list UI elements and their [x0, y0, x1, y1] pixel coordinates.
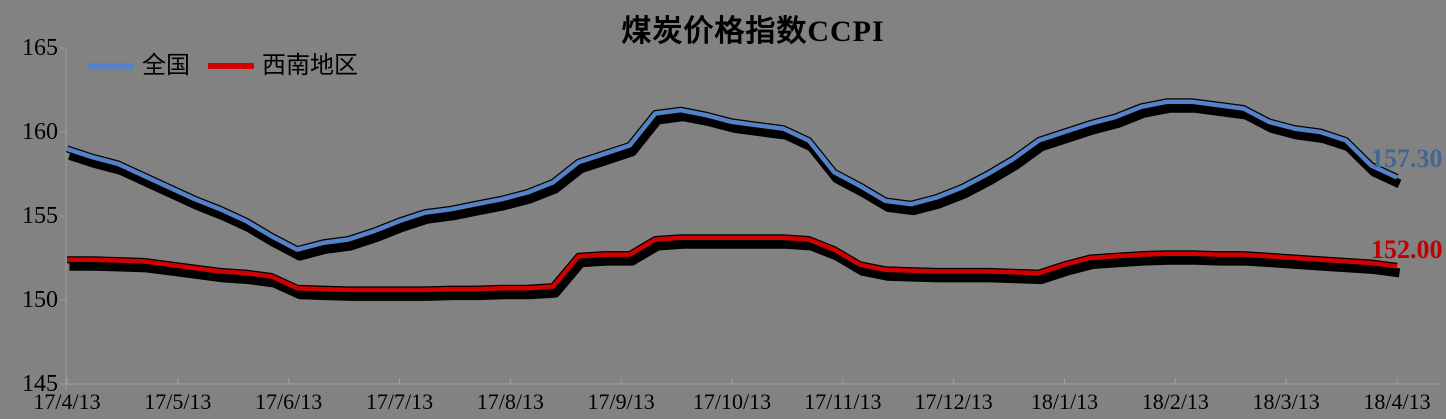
legend-swatch-0	[88, 63, 134, 69]
legend-label-0: 全国	[142, 53, 190, 79]
x-axis-label-0: 17/4/13	[33, 389, 101, 414]
x-axis-label-1: 17/5/13	[144, 389, 212, 414]
legend: 全国 西南地区	[88, 52, 358, 80]
y-axis-label-145: 145	[22, 371, 58, 397]
series-line-1	[67, 235, 1398, 293]
series-line-0	[66, 99, 1398, 252]
national-end-value-label: 157.30	[1371, 144, 1443, 173]
x-axis-label-9: 18/1/13	[1030, 389, 1099, 414]
x-axis-label-12: 18/4/13	[1363, 389, 1431, 414]
x-axis-label-6: 17/10/13	[692, 389, 772, 414]
series-shadow-1	[69, 239, 1401, 301]
chart-title: 煤炭价格指数CCPI	[621, 15, 885, 48]
x-axis-label-4: 17/8/13	[476, 389, 544, 414]
x-axis-label-5: 17/9/13	[587, 389, 655, 414]
y-axis-label-160: 160	[22, 119, 58, 145]
legend-swatch-1	[208, 63, 254, 69]
x-axis-label-8: 17/12/13	[914, 389, 993, 414]
y-axis-label-155: 155	[22, 203, 58, 229]
legend-item-1: 西南地区	[208, 52, 358, 80]
x-axis-label-3: 17/7/13	[365, 389, 434, 414]
series-shadow-0	[68, 103, 1402, 261]
y-axis-label-165: 165	[22, 35, 58, 61]
legend-item-0: 全国	[88, 52, 190, 80]
y-axis-label-150: 150	[22, 287, 58, 313]
southwest-end-value-label: 152.00	[1371, 235, 1443, 264]
x-axis-label-7: 17/11/13	[804, 389, 882, 414]
legend-label-1: 西南地区	[262, 53, 358, 79]
x-axis-label-10: 18/2/13	[1141, 389, 1209, 414]
x-axis-label-2: 17/6/13	[255, 389, 323, 414]
x-axis-label-11: 18/3/13	[1252, 389, 1320, 414]
